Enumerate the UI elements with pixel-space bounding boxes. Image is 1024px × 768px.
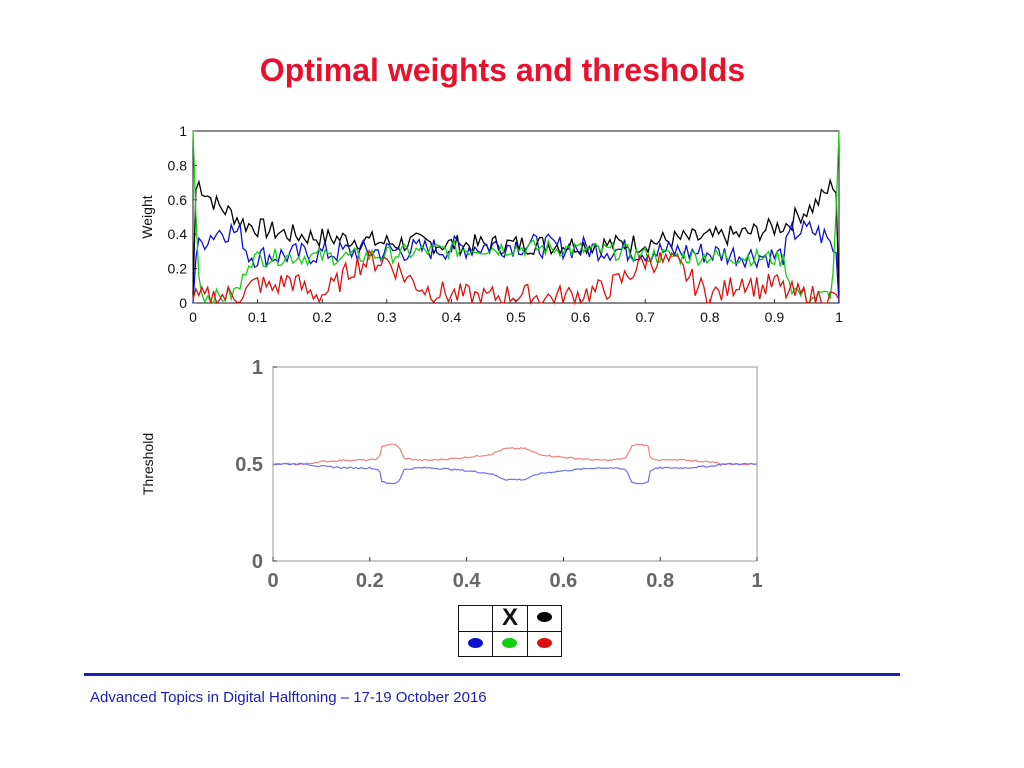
x-tick-label: 0.4 bbox=[442, 309, 462, 325]
y-tick-label: 0 bbox=[252, 551, 263, 573]
x-tick-label: 0.9 bbox=[765, 309, 785, 325]
y-axis-label: Threshold bbox=[140, 433, 156, 495]
plot-frame bbox=[272, 366, 758, 562]
x-tick-label: 0.6 bbox=[549, 570, 577, 592]
legend-black-dot bbox=[536, 612, 552, 623]
legend-red-dot bbox=[536, 637, 552, 648]
legend-green-dot bbox=[502, 637, 518, 648]
legend-cell bbox=[526, 605, 563, 632]
series-line bbox=[272, 443, 758, 466]
x-tick-label: 0.4 bbox=[453, 570, 482, 592]
y-tick-label: 0.6 bbox=[168, 192, 188, 208]
legend-x-label: X bbox=[501, 603, 518, 631]
y-tick-label: 1 bbox=[252, 357, 263, 379]
x-tick-label: 0.5 bbox=[506, 309, 526, 325]
series-line bbox=[272, 462, 758, 485]
x-tick-label: 1 bbox=[835, 309, 843, 325]
legend-blue-dot bbox=[468, 637, 484, 648]
x-tick-label: 1 bbox=[751, 570, 762, 592]
legend-cell bbox=[457, 605, 494, 632]
footer-text: Advanced Topics in Digital Halftoning – … bbox=[90, 689, 487, 706]
legend-cell bbox=[526, 630, 563, 657]
y-tick-label: 0.5 bbox=[235, 454, 263, 476]
series-line bbox=[192, 219, 840, 304]
y-tick-label: 1 bbox=[179, 123, 187, 139]
y-tick-label: 0.2 bbox=[168, 261, 188, 277]
x-tick-label: 0.7 bbox=[635, 309, 655, 325]
y-tick-label: 0.8 bbox=[168, 157, 188, 173]
footer-divider bbox=[84, 673, 900, 676]
x-tick-label: 0.1 bbox=[248, 309, 268, 325]
y-tick-label: 0 bbox=[179, 295, 187, 311]
x-tick-label: 0.6 bbox=[571, 309, 591, 325]
x-tick-label: 0.3 bbox=[377, 309, 397, 325]
series-line bbox=[192, 248, 840, 306]
x-tick-label: 0.2 bbox=[312, 309, 332, 325]
thresholds-chart: 0 0.2 0.4 0.6 0.8 1 0 0.5 1 Threshold bbox=[140, 357, 763, 592]
series-line bbox=[192, 177, 840, 295]
y-tick-label: 0.4 bbox=[168, 226, 188, 242]
weights-chart: 0 0.1 0.2 0.3 0.4 0.5 0.6 0.7 0.8 0.9 1 0 0.2 0.4 0.6 0… bbox=[139, 123, 843, 325]
x-tick-label: 0.8 bbox=[646, 570, 674, 592]
x-tick-label: 0.8 bbox=[700, 309, 720, 325]
legend-cell bbox=[492, 630, 528, 657]
legend-cell: X bbox=[492, 603, 528, 632]
legend-grid: X bbox=[457, 603, 563, 657]
series-line bbox=[192, 130, 840, 305]
y-axis-label: Weight bbox=[139, 195, 155, 238]
slide-title: Optimal weights and thresholds bbox=[259, 52, 746, 88]
x-tick-label: 0.2 bbox=[356, 570, 384, 592]
legend-cell bbox=[457, 630, 494, 657]
x-tick-label: 0 bbox=[267, 570, 278, 592]
x-tick-label: 0 bbox=[189, 309, 197, 325]
